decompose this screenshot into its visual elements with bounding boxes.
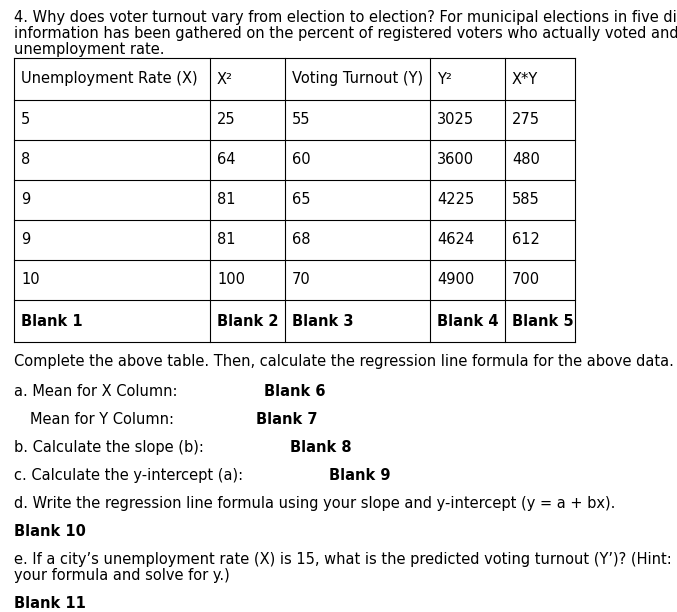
Text: Blank 10: Blank 10	[14, 524, 86, 539]
Text: Unemployment Rate (X): Unemployment Rate (X)	[21, 72, 198, 86]
Text: X*Y: X*Y	[512, 72, 538, 86]
Text: X²: X²	[217, 72, 233, 86]
Text: 25: 25	[217, 113, 236, 127]
Text: 10: 10	[21, 272, 40, 288]
Text: c. Calculate the y-intercept (a):: c. Calculate the y-intercept (a):	[14, 468, 248, 483]
Text: Y²: Y²	[437, 72, 452, 86]
Text: Blank 3: Blank 3	[292, 313, 353, 329]
Text: 70: 70	[292, 272, 311, 288]
Text: e. If a city’s unemployment rate (X) is 15, what is the predicted voting turnout: e. If a city’s unemployment rate (X) is …	[14, 552, 677, 567]
Text: 612: 612	[512, 233, 540, 247]
Text: 9: 9	[21, 193, 30, 207]
Text: 3025: 3025	[437, 113, 474, 127]
Text: 8: 8	[21, 152, 30, 168]
Text: Complete the above table. Then, calculate the regression line formula for the ab: Complete the above table. Then, calculat…	[14, 354, 674, 369]
Text: 5: 5	[21, 113, 30, 127]
Text: 65: 65	[292, 193, 311, 207]
Text: 81: 81	[217, 233, 236, 247]
Text: Blank 6: Blank 6	[263, 384, 325, 399]
Text: b. Calculate the slope (b):: b. Calculate the slope (b):	[14, 440, 209, 455]
Text: Blank 9: Blank 9	[329, 468, 391, 483]
Text: information has been gathered on the percent of registered voters who actually v: information has been gathered on the per…	[14, 26, 677, 41]
Text: 55: 55	[292, 113, 311, 127]
Text: 4624: 4624	[437, 233, 474, 247]
Text: Blank 1: Blank 1	[21, 313, 83, 329]
Text: 585: 585	[512, 193, 540, 207]
Text: 68: 68	[292, 233, 311, 247]
Text: Voting Turnout (Y): Voting Turnout (Y)	[292, 72, 423, 86]
Text: 3600: 3600	[437, 152, 474, 168]
Text: your formula and solve for y.): your formula and solve for y.)	[14, 568, 230, 583]
Text: a. Mean for X Column:: a. Mean for X Column:	[14, 384, 182, 399]
Text: Blank 11: Blank 11	[14, 596, 86, 611]
Text: d. Write the regression line formula using your slope and y-intercept (y = a + b: d. Write the regression line formula usi…	[14, 496, 615, 511]
Text: 9: 9	[21, 233, 30, 247]
Text: Blank 4: Blank 4	[437, 313, 498, 329]
Text: unemployment rate.: unemployment rate.	[14, 42, 165, 57]
Text: 4225: 4225	[437, 193, 475, 207]
Text: 4900: 4900	[437, 272, 475, 288]
Text: Mean for Y Column:: Mean for Y Column:	[30, 412, 179, 427]
Text: 275: 275	[512, 113, 540, 127]
Text: 100: 100	[217, 272, 245, 288]
Text: Blank 2: Blank 2	[217, 313, 278, 329]
Text: 81: 81	[217, 193, 236, 207]
Text: 64: 64	[217, 152, 236, 168]
Text: 700: 700	[512, 272, 540, 288]
Text: Blank 5: Blank 5	[512, 313, 573, 329]
Text: 60: 60	[292, 152, 311, 168]
Text: Blank 8: Blank 8	[290, 440, 351, 455]
Text: Blank 7: Blank 7	[257, 412, 318, 427]
Text: 4. Why does voter turnout vary from election to election? For municipal election: 4. Why does voter turnout vary from elec…	[14, 10, 677, 25]
Text: 480: 480	[512, 152, 540, 168]
